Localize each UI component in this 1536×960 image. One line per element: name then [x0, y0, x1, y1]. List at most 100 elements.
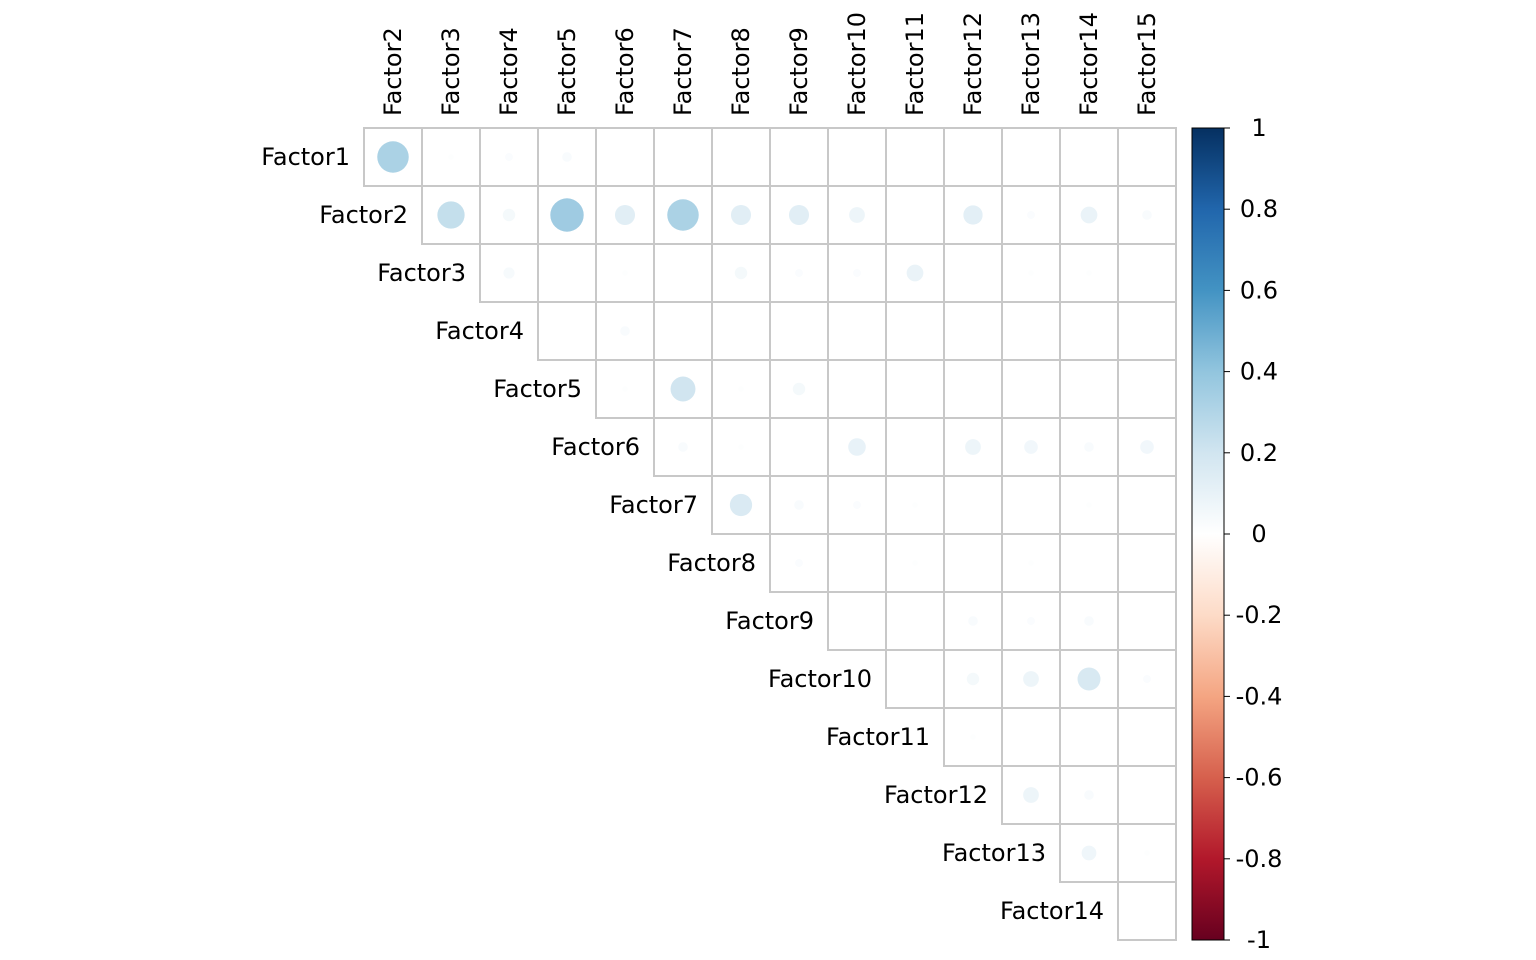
grid-cell [1001, 475, 1061, 535]
grid-cell [943, 359, 1003, 419]
grid-cell [1117, 765, 1177, 825]
correlation-circle [1027, 211, 1035, 219]
row-label: Factor4 [435, 317, 524, 345]
correlation-circle [794, 500, 804, 510]
correlation-circle [1086, 270, 1092, 276]
row-label: Factor12 [884, 781, 988, 809]
correlation-circle [965, 439, 981, 455]
correlation-circle [848, 438, 866, 456]
row-label: Factor14 [1000, 897, 1104, 925]
grid-cell [595, 127, 655, 187]
grid-cell [943, 127, 1003, 187]
correlation-circle [1024, 440, 1038, 454]
grid-cell [885, 301, 945, 361]
grid-cell [1001, 185, 1061, 245]
correlation-circle [1077, 667, 1101, 691]
correlation-circle [1084, 442, 1094, 452]
column-label: Factor15 [1133, 12, 1161, 116]
colorbar-tick-label: 0.8 [1240, 195, 1278, 223]
grid-cell [1001, 359, 1061, 419]
row-label: Factor1 [261, 143, 350, 171]
correlation-circle [667, 199, 699, 231]
correlation-circle [614, 204, 636, 226]
correlation-circle [377, 141, 409, 173]
grid-cell [885, 649, 945, 709]
grid-cell [1059, 127, 1119, 187]
grid-cell [827, 591, 887, 651]
grid-cell [1117, 359, 1177, 419]
correlation-circle [1084, 790, 1094, 800]
grid-cell [1117, 243, 1177, 303]
correlation-circle [1142, 210, 1152, 220]
grid-cell [885, 185, 945, 245]
column-label: Factor14 [1075, 12, 1103, 116]
row-label: Factor13 [942, 839, 1046, 867]
grid-cell [885, 417, 945, 477]
correlation-circle [1084, 616, 1094, 626]
correlation-circle [966, 672, 980, 686]
grid-cell [595, 185, 655, 245]
grid-cell [711, 301, 771, 361]
column-label: Factor5 [553, 27, 581, 116]
correlation-circle [849, 207, 865, 223]
column-label: Factor2 [379, 27, 407, 116]
correlation-circle [734, 266, 748, 280]
grid-cell [769, 301, 829, 361]
grid-cell [1117, 475, 1177, 535]
colorbar-tick-label: -0.8 [1236, 845, 1283, 873]
colorbar-tick-label: 0 [1251, 520, 1266, 548]
correlation-circle [670, 376, 696, 402]
colorbar-tick-label: -0.6 [1236, 764, 1283, 792]
row-labels: Factor1 Factor2 Factor3 Factor4 Factor5 Facto… [261, 143, 1104, 925]
correlation-circle [622, 270, 628, 276]
grid-cell [1059, 707, 1119, 767]
colorbar-tick-label: -1 [1247, 926, 1271, 954]
correlation-circle [437, 201, 465, 229]
grid-cell [769, 127, 829, 187]
colorbar-tick-label: -0.2 [1236, 601, 1283, 629]
correlation-circle [448, 154, 454, 160]
correlation-circle [853, 269, 861, 277]
correlation-circle [912, 560, 918, 566]
row-label: Factor11 [826, 723, 930, 751]
correlation-circle [792, 382, 806, 396]
grid-cell [885, 591, 945, 651]
grid-cell [1001, 301, 1061, 361]
grid-cell [943, 243, 1003, 303]
grid-cell [827, 533, 887, 593]
correlation-circle [738, 386, 744, 392]
column-label: Factor3 [437, 27, 465, 116]
column-label: Factor9 [785, 27, 813, 116]
grid-cell [943, 301, 1003, 361]
grid-cell [1117, 591, 1177, 651]
grid-cell [653, 243, 713, 303]
correlation-circle [970, 734, 976, 740]
correlation-circle [1023, 671, 1039, 687]
correlation-circle [730, 204, 752, 226]
grid-cell [1117, 127, 1177, 187]
row-label: Factor2 [319, 201, 408, 229]
grid-cell [827, 127, 887, 187]
correlation-circle [678, 442, 688, 452]
grid-cell [827, 301, 887, 361]
row-label: Factor10 [768, 665, 872, 693]
grid-cell [943, 533, 1003, 593]
grid-cell [885, 127, 945, 187]
correlation-circles [377, 141, 1154, 861]
grid-cell [1001, 707, 1061, 767]
correlation-circle [738, 444, 744, 450]
correlation-circle [503, 267, 515, 279]
row-label: Factor3 [377, 259, 466, 287]
column-label: Factor10 [843, 12, 871, 116]
correlation-circle [620, 326, 630, 336]
column-label: Factor7 [669, 27, 697, 116]
correlation-circle [1023, 787, 1039, 803]
correlation-circle [1080, 206, 1098, 224]
correlation-circle [622, 386, 628, 392]
correlation-circle [1028, 560, 1034, 566]
grid-cell [1117, 881, 1177, 941]
grid-cell [653, 301, 713, 361]
grid-cell [1117, 301, 1177, 361]
grid-cell [1059, 533, 1119, 593]
